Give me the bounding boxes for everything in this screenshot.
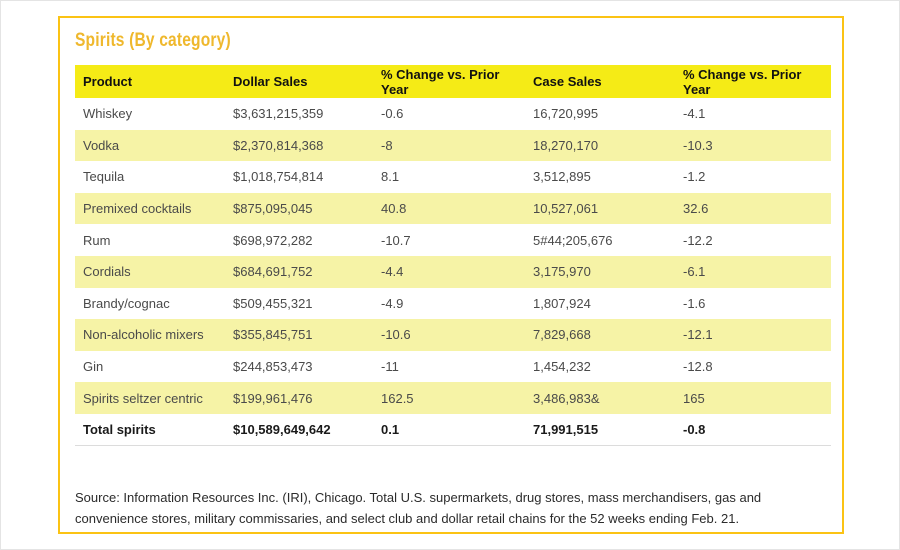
- table-column-header: % Change vs. Prior Year: [675, 65, 831, 98]
- table-cell: -1.2: [675, 161, 831, 193]
- table-row: Brandy/cognac $509,455,321 -4.9 1,807,924 -1…: [75, 287, 831, 320]
- table-row: Cordials $684,691,752 -4.4 3,175,970 -6.1: [75, 255, 831, 288]
- table-row: Spirits seltzer centric $199,961,476 162.5…: [75, 382, 831, 414]
- table-cell: -6.1: [675, 255, 831, 288]
- table-cell: 10,527,061: [525, 192, 675, 225]
- table-cell: -0.8: [675, 413, 831, 447]
- table-cell: -4.4: [373, 255, 525, 288]
- table-cell: 162.5: [373, 382, 525, 414]
- table-cell: $10,589,649,642: [225, 413, 373, 447]
- table-cell: $684,691,752: [225, 255, 373, 288]
- table-cell: 3,175,970: [525, 255, 675, 288]
- table-cell: 18,270,170: [525, 129, 675, 162]
- table-cell: $1,018,754,814: [225, 161, 373, 193]
- table-cell: 71,991,515: [525, 413, 675, 447]
- table-cell: $355,845,751: [225, 319, 373, 351]
- table-cell: Spirits seltzer centric: [75, 382, 225, 414]
- table-total-row: Total spirits $10,589,649,642 0.1 71,991,51…: [75, 413, 831, 447]
- table-cell: $2,370,814,368: [225, 129, 373, 162]
- table-cell: 40.8: [373, 192, 525, 225]
- spirits-table: Product Dollar Sales% Change vs. Prior Ye…: [75, 65, 831, 447]
- table-cell: 16,720,995: [525, 98, 675, 130]
- table-column-header: Product: [75, 65, 225, 98]
- table-row: Whiskey $3,631,215,359 -0.6 16,720,995 -4.1: [75, 98, 831, 130]
- table-cell: $698,972,282: [225, 224, 373, 256]
- table-cell: $244,853,473: [225, 350, 373, 383]
- table-cell: Whiskey: [75, 98, 225, 130]
- table-cell: 32.6: [675, 192, 831, 225]
- table-column-header: % Change vs. Prior Year: [373, 65, 525, 98]
- table-cell: -11: [373, 350, 525, 383]
- table-row: Premixed cocktails $875,095,045 40.8 10,527…: [75, 192, 831, 225]
- table-cell: Rum: [75, 224, 225, 256]
- table-cell: Non-alcoholic mixers: [75, 319, 225, 351]
- table-cell: Vodka: [75, 129, 225, 162]
- table-row: Vodka $2,370,814,368 -8 18,270,170 -10.3: [75, 129, 831, 162]
- table-header-row: Product Dollar Sales% Change vs. Prior Ye…: [75, 65, 831, 98]
- table-cell: -4.1: [675, 98, 831, 130]
- table-cell: 3,486,983&: [525, 382, 675, 414]
- table-cell: -12.8: [675, 350, 831, 383]
- table-cell: -8: [373, 129, 525, 162]
- table-cell: $199,961,476: [225, 382, 373, 414]
- figure-frame: Spirits (By category) Product Dollar Sale…: [58, 16, 844, 534]
- table-cell: Premixed cocktails: [75, 192, 225, 225]
- table-cell: -1.6: [675, 287, 831, 320]
- table-cell: -12.1: [675, 319, 831, 351]
- table-column-header: Dollar Sales: [225, 65, 373, 98]
- table-cell: $875,095,045: [225, 192, 373, 225]
- source-note: Source: Information Resources Inc. (IRI)…: [75, 490, 762, 526]
- table-cell: 5#44;205,676: [525, 224, 675, 256]
- table-cell: $3,631,215,359: [225, 98, 373, 130]
- table-cell: Tequila: [75, 161, 225, 193]
- table-cell: -10.3: [675, 129, 831, 162]
- table-cell: 0.1: [373, 413, 525, 447]
- table-cell: -4.9: [373, 287, 525, 320]
- table-cell: 165: [675, 382, 831, 414]
- table-row: Gin $244,853,473 -11 1,454,232 -12.8: [75, 350, 831, 383]
- table-cell: 3,512,895: [525, 161, 675, 193]
- table-cell: Brandy/cognac: [75, 287, 225, 320]
- table-cell: 7,829,668: [525, 319, 675, 351]
- table-row: Tequila $1,018,754,814 8.1 3,512,895 -1.2: [75, 161, 831, 193]
- table-cell: Gin: [75, 350, 225, 383]
- table-cell: 1,454,232: [525, 350, 675, 383]
- table-cell: -0.6: [373, 98, 525, 130]
- table-cell: $509,455,321: [225, 287, 373, 320]
- table-cell: 1,807,924: [525, 287, 675, 320]
- figure-title: Spirits (By category): [75, 30, 231, 51]
- table-cell: Total spirits: [75, 413, 225, 447]
- table-cell: -10.6: [373, 319, 525, 351]
- table-cell: 8.1: [373, 161, 525, 193]
- table-row: Rum $698,972,282 -10.7 5#44;205,676 -12.2: [75, 224, 831, 256]
- table-column-header: Case Sales: [525, 65, 675, 98]
- table-cell: -12.2: [675, 224, 831, 256]
- table-row: Non-alcoholic mixers $355,845,751 -10.6 7,8…: [75, 319, 831, 351]
- table-cell: Cordials: [75, 255, 225, 288]
- table-cell: -10.7: [373, 224, 525, 256]
